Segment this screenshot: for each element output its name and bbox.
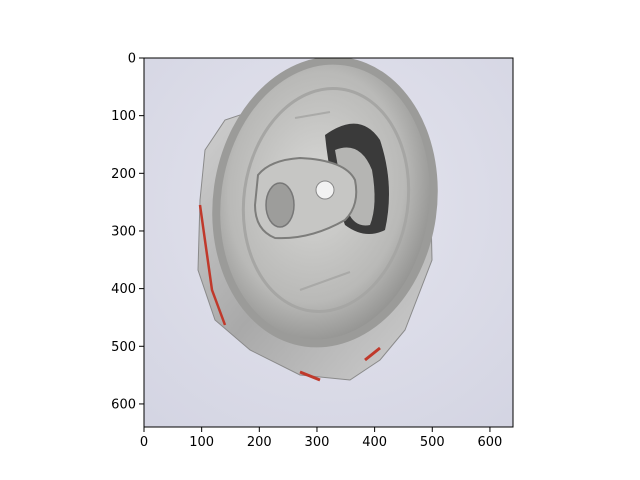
label-stripe bbox=[198, 204, 227, 326]
photo bbox=[144, 58, 513, 427]
y-tick-label: 200 bbox=[111, 167, 136, 182]
y-tick-label: 600 bbox=[111, 397, 136, 412]
lid-ring bbox=[241, 87, 411, 313]
x-tick-label: 200 bbox=[247, 435, 272, 450]
label-stripe-right bbox=[364, 346, 381, 362]
x-tick-label: 500 bbox=[420, 435, 445, 450]
x-tick-label: 100 bbox=[189, 435, 214, 450]
x-tick-label: 300 bbox=[305, 435, 330, 450]
x-tick-label: 600 bbox=[478, 435, 503, 450]
embossed-text-top bbox=[294, 111, 331, 119]
label-stripe-bottom bbox=[299, 370, 321, 382]
y-tick-label: 400 bbox=[111, 282, 136, 297]
x-tick-label: 400 bbox=[362, 435, 387, 450]
x-axis: 0 100 200 300 400 500 600 bbox=[140, 427, 502, 450]
y-tick-label: 100 bbox=[111, 109, 136, 124]
pull-tab-hole bbox=[265, 182, 295, 228]
y-tick-label: 300 bbox=[111, 224, 136, 239]
axes-frame bbox=[143, 57, 514, 428]
y-axis: 0 100 200 300 400 500 600 bbox=[111, 52, 144, 412]
x-tick-label: 0 bbox=[140, 435, 148, 450]
embossed-text-bottom bbox=[299, 271, 351, 291]
y-tick-label: 0 bbox=[128, 52, 136, 67]
tab-rivet bbox=[315, 180, 335, 200]
y-tick-label: 500 bbox=[111, 340, 136, 355]
